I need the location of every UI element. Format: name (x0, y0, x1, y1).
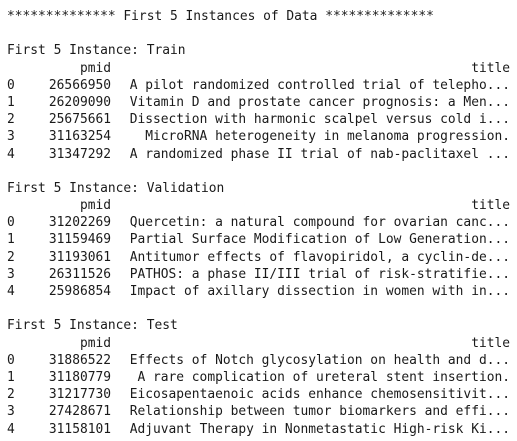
table-row: 2 31193061 Antitumor effects of flavopir… (7, 249, 510, 266)
row-title: Eicosapentaenoic acids enhance chemosens… (129, 387, 510, 403)
table-row: 2 31217730 Eicosapentaenoic acids enhanc… (7, 386, 510, 403)
row-index: 3 (7, 266, 15, 282)
row-pmid: 31217730 (48, 387, 111, 403)
row-pmid: 31163254 (48, 129, 111, 145)
title-column-header: title (471, 60, 510, 76)
pmid-column-header: pmid (79, 198, 111, 214)
row-index: 1 (7, 94, 15, 110)
title-column-header: title (471, 335, 510, 351)
row-title: Effects of Notch glycosylation on health… (129, 352, 510, 368)
row-index: 3 (7, 129, 15, 145)
row-title: Partial Surface Modification of Low Gene… (129, 232, 510, 248)
row-index: 0 (7, 77, 15, 93)
table-row: 3 27428671 Relationship between tumor bi… (7, 403, 510, 420)
table-row: 4 25986854 Impact of axillary dissection… (7, 283, 510, 300)
table-row: 0 26566950 A pilot randomized controlled… (7, 77, 510, 94)
row-pmid: 31159469 (48, 232, 111, 248)
row-pmid: 31180779 (48, 369, 111, 385)
row-title: A randomized phase II trial of nab-pacli… (129, 146, 510, 162)
row-title: Quercetin: a natural compound for ovaria… (129, 215, 510, 231)
row-index: 4 (7, 146, 15, 162)
table-row: 3 26311526 PATHOS: a phase II/III trial … (7, 266, 510, 283)
table-header: pmid title (7, 60, 510, 77)
row-pmid: 26311526 (48, 266, 111, 282)
table-row: 4 31347292 A randomized phase II trial o… (7, 146, 510, 163)
row-title: Adjuvant Therapy in Nonmetastatic High-r… (129, 421, 510, 437)
row-title: Impact of axillary dissection in women w… (129, 284, 510, 299)
row-pmid: 31886522 (48, 352, 111, 368)
validation-section: First 5 Instance: Validation pmid title … (7, 180, 510, 300)
row-pmid: 25986854 (48, 284, 111, 299)
row-pmid: 31347292 (48, 146, 111, 162)
row-index: 1 (7, 369, 15, 385)
row-pmid: 25675661 (48, 112, 111, 128)
spacer (7, 300, 510, 317)
row-pmid: 31193061 (48, 249, 111, 265)
table-row: 2 25675661 Dissection with harmonic scal… (7, 111, 510, 128)
row-title: A rare complication of ureteral stent in… (137, 369, 510, 385)
section-heading: First 5 Instance: Validation (7, 180, 225, 196)
table-row: 3 31163254 MicroRNA heterogeneity in mel… (7, 128, 510, 145)
pmid-column-header: pmid (79, 60, 111, 76)
spacer (7, 163, 510, 180)
table-row: 0 31202269 Quercetin: a natural compound… (7, 214, 510, 231)
spacer (7, 25, 510, 42)
row-pmid: 27428671 (48, 404, 111, 420)
row-pmid: 26566950 (48, 77, 111, 93)
table-row: 4 31158101 Adjuvant Therapy in Nonmetast… (7, 421, 510, 438)
console-output: ************** First 5 Instances of Data… (7, 8, 510, 438)
section-heading: First 5 Instance: Train (7, 43, 186, 59)
row-index: 2 (7, 387, 15, 403)
table-row: 0 31886522 Effects of Notch glycosylatio… (7, 352, 510, 369)
row-pmid: 31202269 (48, 215, 111, 231)
row-pmid: 31158101 (48, 421, 111, 437)
row-title: A pilot randomized controlled trial of t… (129, 77, 510, 93)
table-row: 1 31180779 A rare complication of ureter… (7, 369, 510, 386)
row-index: 3 (7, 404, 15, 420)
test-section: First 5 Instance: Test pmid title 0 3188… (7, 317, 510, 437)
row-index: 4 (7, 284, 15, 299)
row-title: Antitumor effects of flavopiridol, a cyc… (129, 249, 510, 265)
section-heading: First 5 Instance: Test (7, 318, 178, 334)
row-title: Vitamin D and prostate cancer prognosis:… (129, 94, 510, 110)
table-header: pmid title (7, 335, 510, 352)
row-title: Relationship between tumor biomarkers an… (129, 404, 510, 420)
row-index: 2 (7, 249, 15, 265)
row-index: 0 (7, 352, 15, 368)
table-row: 1 31159469 Partial Surface Modification … (7, 231, 510, 248)
row-pmid: 26209090 (48, 94, 111, 110)
train-section: First 5 Instance: Train pmid title 0 265… (7, 42, 510, 162)
row-title: MicroRNA heterogeneity in melanoma progr… (145, 129, 510, 145)
banner-text: ************** First 5 Instances of Data… (7, 9, 434, 24)
title-column-header: title (471, 198, 510, 214)
row-title: Dissection with harmonic scalpel versus … (129, 112, 510, 128)
row-title: PATHOS: a phase II/III trial of risk-str… (129, 266, 510, 282)
row-index: 4 (7, 421, 15, 437)
row-index: 2 (7, 112, 15, 128)
pmid-column-header: pmid (79, 335, 111, 351)
table-row: 1 26209090 Vitamin D and prostate cancer… (7, 94, 510, 111)
row-index: 0 (7, 215, 15, 231)
row-index: 1 (7, 232, 15, 248)
table-header: pmid title (7, 197, 510, 214)
